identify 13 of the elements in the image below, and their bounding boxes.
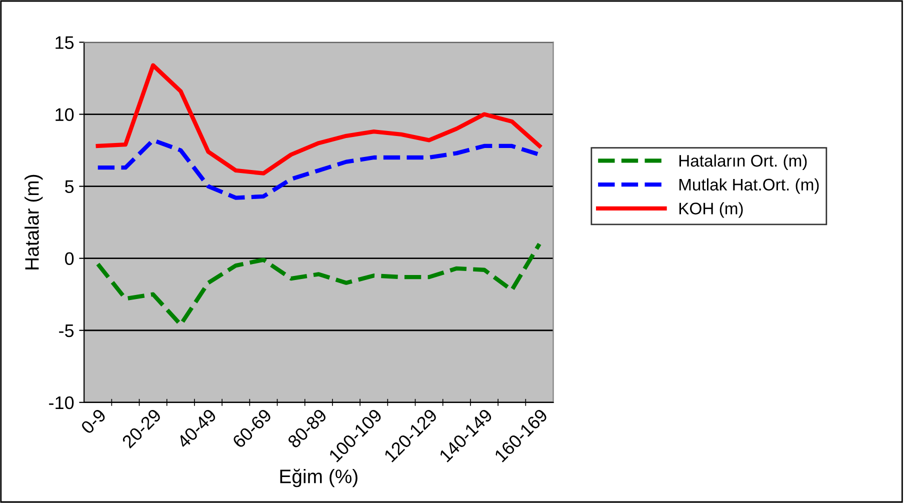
legend-label: Mutlak Hat.Ort. (m) bbox=[679, 178, 819, 194]
y-tick-label: -10 bbox=[49, 396, 74, 410]
y-tick-label: 15 bbox=[56, 36, 74, 49]
x-axis-title: Eğim (%) bbox=[280, 468, 358, 488]
legend-label: KOH (m) bbox=[679, 202, 743, 218]
y-axis-title: Hatalar (m) bbox=[24, 174, 43, 270]
y-tick-label: -5 bbox=[59, 324, 74, 338]
x-tick-label: 0-9 bbox=[80, 408, 107, 435]
y-tick-label: 5 bbox=[65, 180, 74, 194]
legend-label: Hataların Ort. (m) bbox=[679, 154, 807, 170]
line-series bbox=[96, 63, 542, 176]
y-tick-label: 0 bbox=[65, 252, 74, 266]
y-tick-label: 10 bbox=[56, 108, 74, 121]
